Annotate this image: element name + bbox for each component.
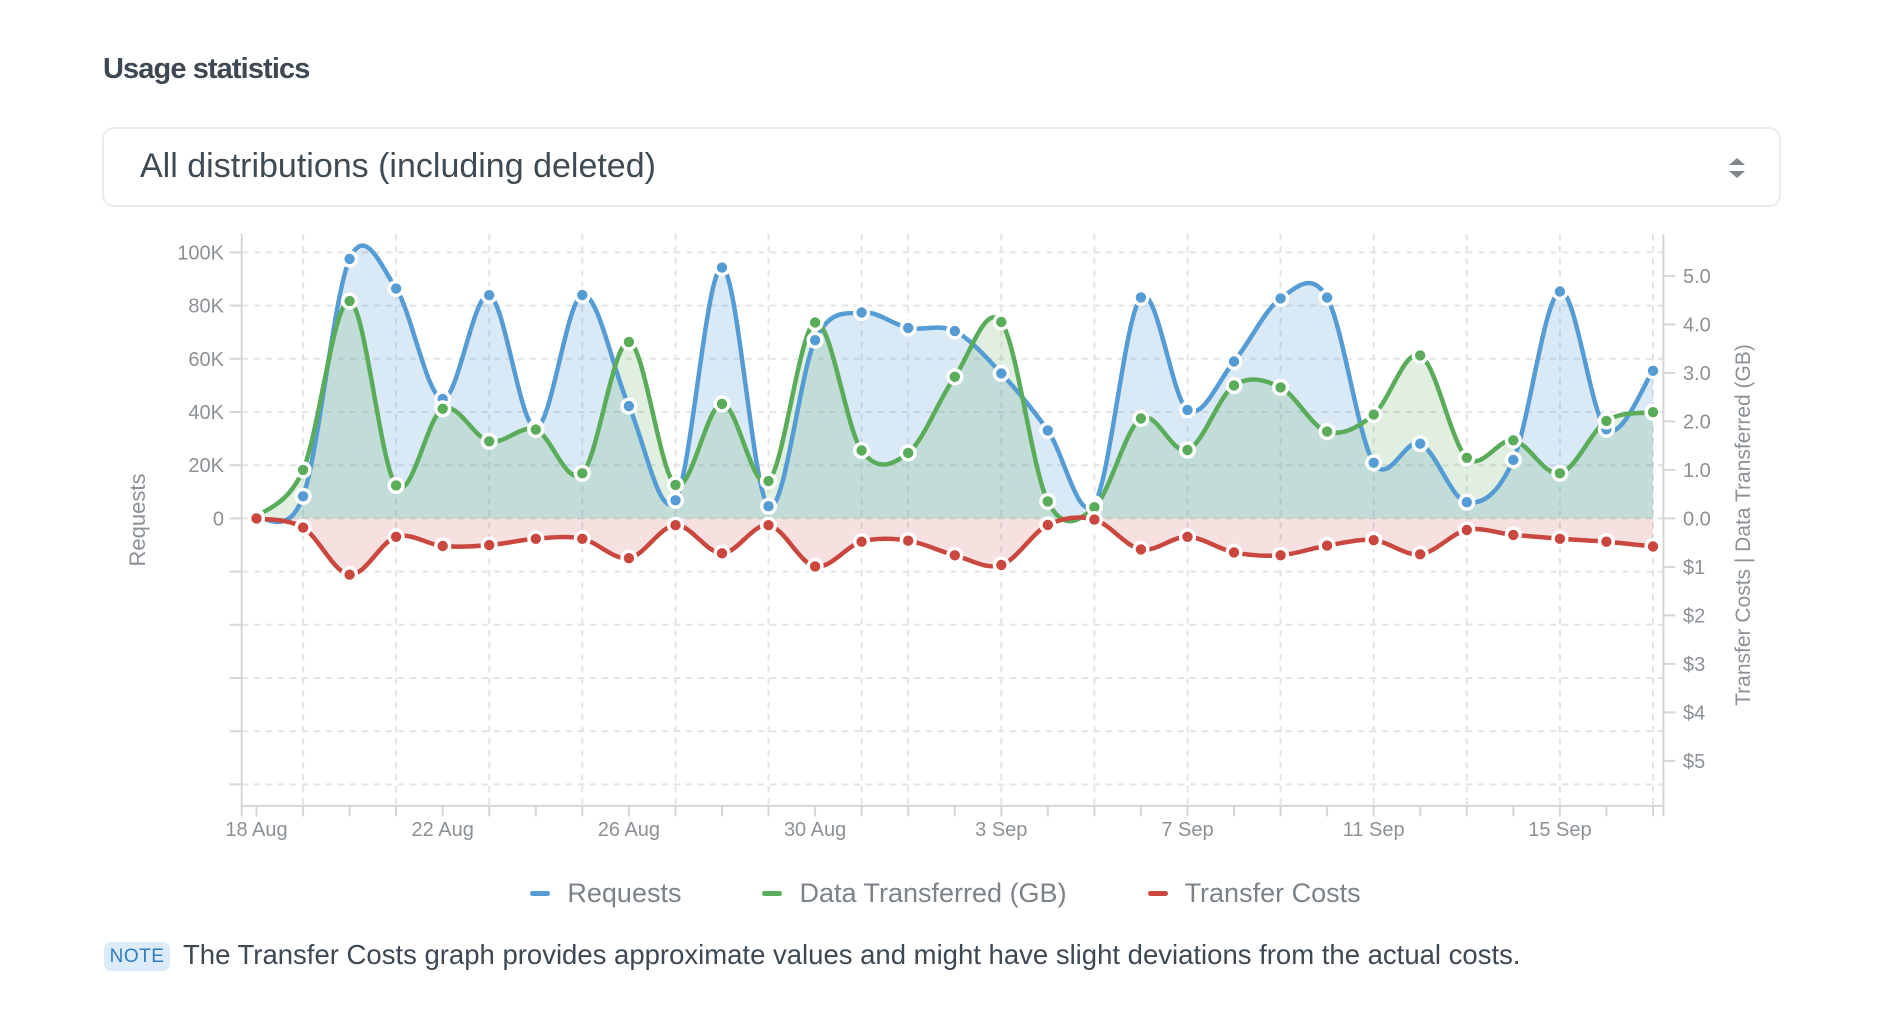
- svg-text:$1: $1: [1683, 557, 1705, 579]
- svg-text:7 Sep: 7 Sep: [1161, 819, 1213, 841]
- svg-text:22 Aug: 22 Aug: [412, 819, 474, 841]
- svg-text:3.0: 3.0: [1683, 363, 1711, 385]
- svg-text:1.0: 1.0: [1683, 460, 1711, 482]
- svg-text:60K: 60K: [188, 349, 224, 371]
- svg-text:2.0: 2.0: [1683, 411, 1711, 433]
- svg-text:20K: 20K: [188, 455, 224, 477]
- svg-text:$3: $3: [1683, 654, 1705, 676]
- svg-text:Transfer Costs | Data Transfer: Transfer Costs | Data Transferred (GB): [1732, 344, 1755, 706]
- svg-text:11 Sep: 11 Sep: [1343, 819, 1405, 841]
- svg-text:40K: 40K: [188, 402, 224, 424]
- svg-text:80K: 80K: [188, 296, 224, 318]
- svg-text:$2: $2: [1683, 605, 1705, 627]
- svg-text:0.0: 0.0: [1683, 508, 1711, 530]
- svg-text:4.0: 4.0: [1683, 314, 1711, 336]
- svg-text:3 Sep: 3 Sep: [975, 819, 1027, 841]
- svg-text:18 Aug: 18 Aug: [225, 819, 287, 841]
- svg-text:15 Sep: 15 Sep: [1528, 819, 1591, 841]
- svg-text:$5: $5: [1683, 751, 1705, 773]
- svg-text:100K: 100K: [177, 242, 224, 264]
- svg-text:0: 0: [213, 508, 224, 530]
- svg-text:26 Aug: 26 Aug: [598, 819, 660, 841]
- svg-text:5.0: 5.0: [1683, 266, 1711, 288]
- svg-text:30 Aug: 30 Aug: [784, 819, 846, 841]
- svg-text:$4: $4: [1683, 702, 1705, 724]
- svg-text:Requests: Requests: [125, 474, 150, 567]
